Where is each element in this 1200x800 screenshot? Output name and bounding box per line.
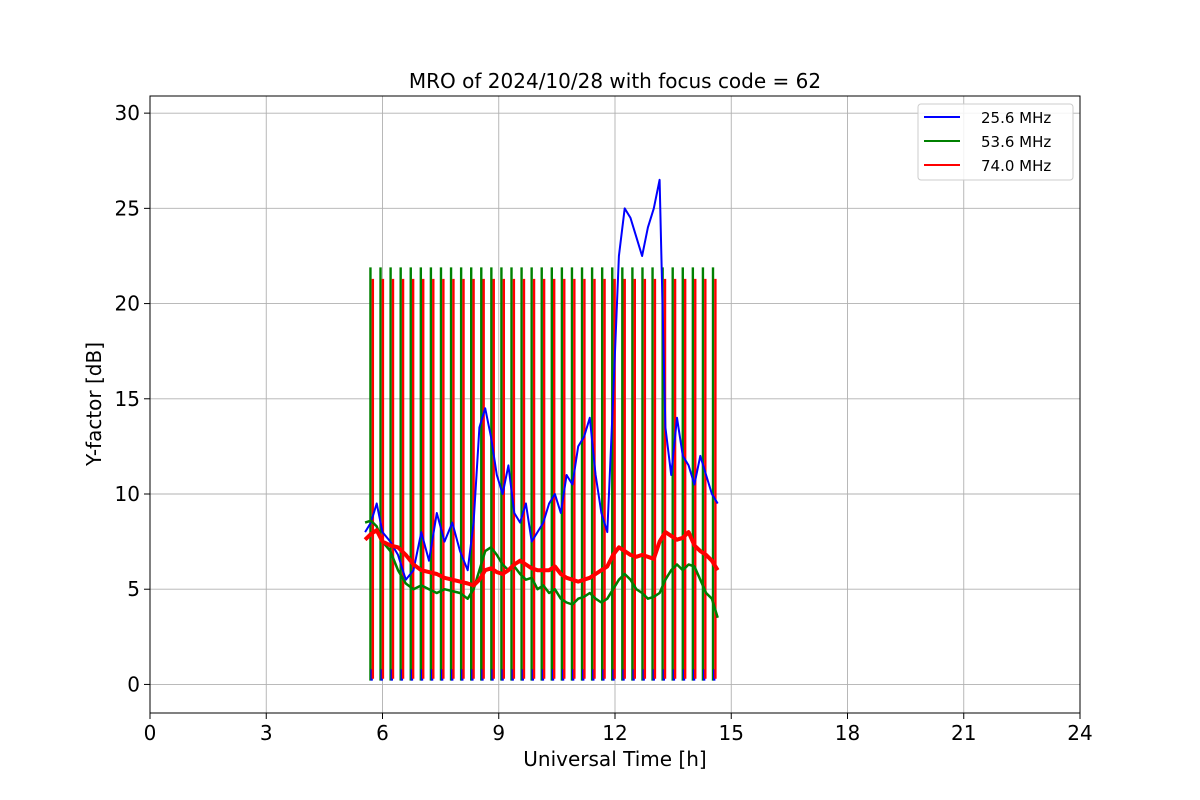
y-tick-label: 20 bbox=[115, 292, 140, 316]
y-tick-label: 30 bbox=[115, 101, 140, 125]
legend-label-25-6: 25.6 MHz bbox=[981, 109, 1051, 127]
x-axis-ticks: 0 3 6 9 12 15 18 21 24 bbox=[144, 713, 1093, 745]
legend-label-74-0: 74.0 MHz bbox=[981, 157, 1051, 175]
x-tick-label: 9 bbox=[492, 721, 505, 745]
x-tick-label: 0 bbox=[144, 721, 157, 745]
x-tick-label: 21 bbox=[951, 721, 976, 745]
y-tick-label: 0 bbox=[127, 672, 140, 696]
x-tick-label: 24 bbox=[1067, 721, 1092, 745]
x-axis-label: Universal Time [h] bbox=[523, 747, 706, 771]
x-tick-label: 18 bbox=[835, 721, 860, 745]
legend-label-53-6: 53.6 MHz bbox=[981, 133, 1051, 151]
x-tick-label: 12 bbox=[602, 721, 627, 745]
y-tick-label: 5 bbox=[127, 577, 140, 601]
y-tick-label: 15 bbox=[115, 387, 140, 411]
series-line-536 bbox=[364, 519, 719, 619]
y-tick-label: 10 bbox=[115, 482, 140, 506]
y-axis-label: Y-factor [dB] bbox=[82, 342, 106, 467]
x-tick-label: 6 bbox=[376, 721, 389, 745]
series-lines bbox=[363, 178, 720, 619]
chart-title: MRO of 2024/10/28 with focus code = 62 bbox=[409, 69, 821, 93]
series-line-740 bbox=[363, 528, 720, 588]
legend: 25.6 MHz 53.6 MHz 74.0 MHz bbox=[917, 103, 1074, 181]
y-axis-ticks: 0 5 10 15 20 25 30 bbox=[115, 101, 150, 696]
series-line-256 bbox=[364, 178, 719, 581]
legend-box bbox=[917, 103, 1074, 181]
x-tick-label: 15 bbox=[719, 721, 744, 745]
y-tick-label: 25 bbox=[115, 196, 140, 220]
x-tick-label: 3 bbox=[260, 721, 273, 745]
